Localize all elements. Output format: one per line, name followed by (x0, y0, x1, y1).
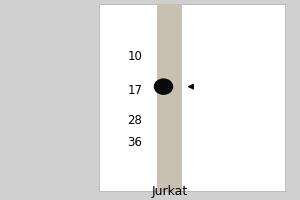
Text: 10: 10 (128, 50, 142, 63)
Text: Jurkat: Jurkat (152, 185, 188, 198)
Text: 36: 36 (128, 136, 142, 149)
Ellipse shape (154, 78, 173, 95)
Text: 28: 28 (128, 114, 142, 127)
Bar (99, 4, 285, 191)
Text: 17: 17 (128, 84, 142, 97)
Bar (157, 4, 182, 191)
